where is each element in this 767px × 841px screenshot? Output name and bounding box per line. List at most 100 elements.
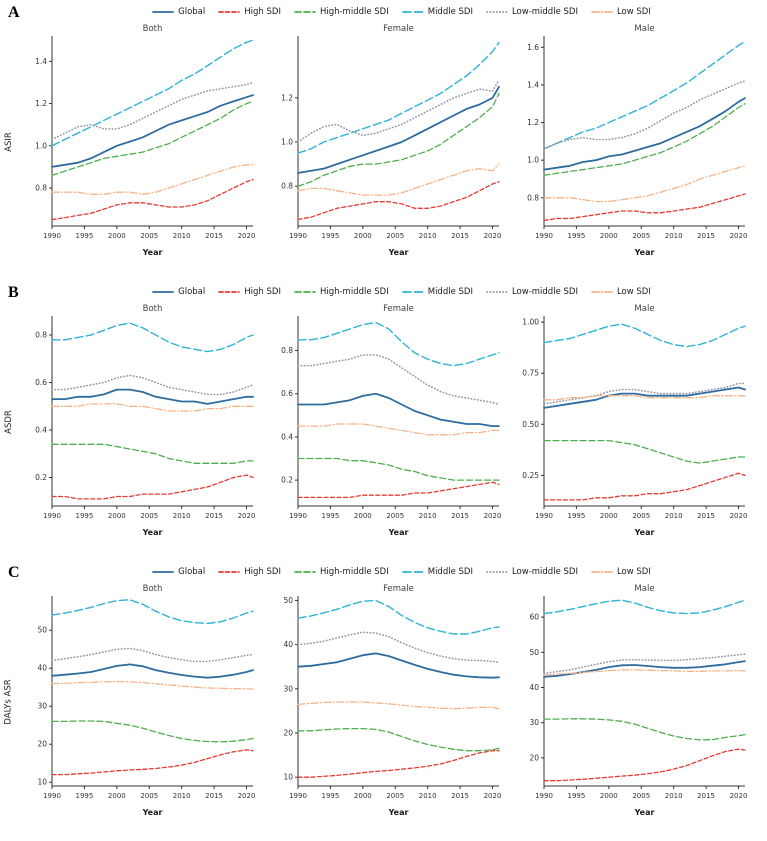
series-line-low-middle-sdi [543,382,746,405]
legend-item-low-middle-sdi: Low-middle SDI [486,7,578,17]
x-axis-label: Year [634,808,655,817]
legend-line-swatch [152,291,175,293]
x-tick-label: 1995 [568,512,586,520]
charts-row-c: DALYs ASR Both 10 20 30 40 50 1990 1995 2000 2005… [2,582,767,822]
x-tick-label: 2020 [238,512,256,520]
x-tick-label: 2010 [173,792,191,800]
legend-item-high-sdi: High SDI [218,567,281,577]
x-tick-label: 2005 [386,792,404,800]
legend-item-low-sdi: Low SDI [591,287,651,297]
x-axis-label: Year [388,808,409,817]
y-tick-label: 1.00 [522,318,539,327]
y-tick-label: 30 [529,718,539,727]
line-chart-male: Male 0.25 0.50 0.75 1.00 1990 1995 2000 2005 2010… [522,304,747,537]
legend-item-global: Global [152,7,205,17]
subplot-title: Female [383,584,414,594]
x-axis-label: Year [634,248,655,257]
y-tick-label: 50 [37,626,47,635]
legend-label: Low SDI [616,287,651,297]
legend-label: Low SDI [616,567,651,577]
y-tick-label: 40 [283,640,293,649]
subplot-title: Female [383,24,414,34]
legend-line-swatch [218,11,241,13]
series-line-high-sdi [51,749,254,776]
x-tick-label: 2000 [600,232,618,240]
x-tick-label: 2015 [697,792,715,800]
legend-line-swatch [591,11,613,13]
x-tick-label: 2010 [419,232,437,240]
series-line-middle-sdi [543,40,746,150]
y-tick-label: 1.4 [35,57,47,66]
series-line-high-middle-sdi [297,727,500,752]
series-line-middle-sdi [297,321,500,367]
x-axis-label: Year [142,528,163,537]
y-tick-label: 0.50 [522,420,539,429]
legend-label: Low SDI [616,7,651,17]
y-tick-label: 1.6 [527,43,539,52]
y-tick-label: 0.2 [35,473,47,482]
charts-row-b: ASDR Both 0.2 0.4 0.6 0.8 1990 1995 2000 2005 201… [2,302,767,542]
line-chart-male: Male 20 30 40 50 60 1990 1995 2000 2005 2010 2015 20… [529,584,747,817]
legend-label: Low-middle SDI [511,287,578,297]
y-tick-label: 50 [529,648,539,657]
legend-item-middle-sdi: Middle SDI [401,567,473,577]
x-tick-label: 2010 [665,512,683,520]
series-line-low-middle-sdi [297,631,500,664]
line-chart-both: Both 0.2 0.4 0.6 0.8 1990 1995 2000 2005 2010 2015… [35,304,256,537]
series-line-global [297,652,500,679]
legend-label: High-middle SDI [319,567,389,577]
legend-item-high-middle-sdi: High-middle SDI [294,7,389,17]
series-line-high-middle-sdi [543,103,746,176]
legend-line-swatch [486,11,508,13]
x-tick-label: 2020 [484,232,502,240]
x-tick-label: 2000 [108,792,126,800]
legend-label: High SDI [244,287,281,297]
x-tick-label: 2000 [354,512,372,520]
x-tick-label: 2015 [697,512,715,520]
legend-item-global: Global [152,287,205,297]
x-tick-label: 2010 [173,512,191,520]
legend-line-swatch [591,291,613,293]
series-line-high-sdi [297,481,500,499]
series-line-global [543,660,746,678]
panel-b: B Global High SDI High-middle SDI Middle SD… [0,280,767,560]
series-line-low-sdi [51,680,254,690]
x-axis-label: Year [634,528,655,537]
x-tick-label: 2010 [419,512,437,520]
line-chart-female: Female 0.8 1.0 1.2 1990 1995 2000 2005 2010 2015 2… [281,24,502,257]
x-tick-label: 2005 [632,512,650,520]
series-line-high-sdi [297,181,500,221]
subplot-title: Both [143,24,163,34]
x-tick-label: 1990 [535,792,553,800]
panel-a: A Global High SDI High-middle SDI Middle SD… [0,0,767,280]
x-tick-label: 2010 [173,232,191,240]
legend-line-swatch [591,571,613,573]
y-tick-label: 60 [529,613,539,622]
y-tick-label: 0.8 [35,331,47,340]
series-line-global [297,85,500,174]
y-tick-label: 1.0 [281,138,293,147]
series-line-low-middle-sdi [297,354,500,406]
x-tick-label: 2020 [730,232,748,240]
panel-c-label: C [8,564,20,581]
legend-line-swatch [401,571,424,573]
series-line-low-sdi [297,701,500,710]
series-line-low-sdi [543,395,746,401]
x-tick-label: 1990 [43,792,61,800]
legend-line-swatch [152,11,175,13]
legend-item-low-middle-sdi: Low-middle SDI [486,287,578,297]
series-line-global [543,97,746,171]
legend-label: Low-middle SDI [511,7,578,17]
series-line-high-middle-sdi [543,718,746,741]
legend-item-middle-sdi: Middle SDI [401,7,473,17]
series-line-high-sdi [51,178,254,221]
x-tick-label: 1995 [322,232,340,240]
legend-item-high-sdi: High SDI [218,287,281,297]
x-tick-label: 1995 [568,792,586,800]
x-tick-label: 2005 [140,232,158,240]
legend-label: High SDI [244,567,281,577]
x-tick-label: 1990 [43,512,61,520]
y-tick-label: 0.4 [281,432,293,441]
y-tick-label: 30 [283,684,293,693]
x-tick-label: 1990 [43,232,61,240]
